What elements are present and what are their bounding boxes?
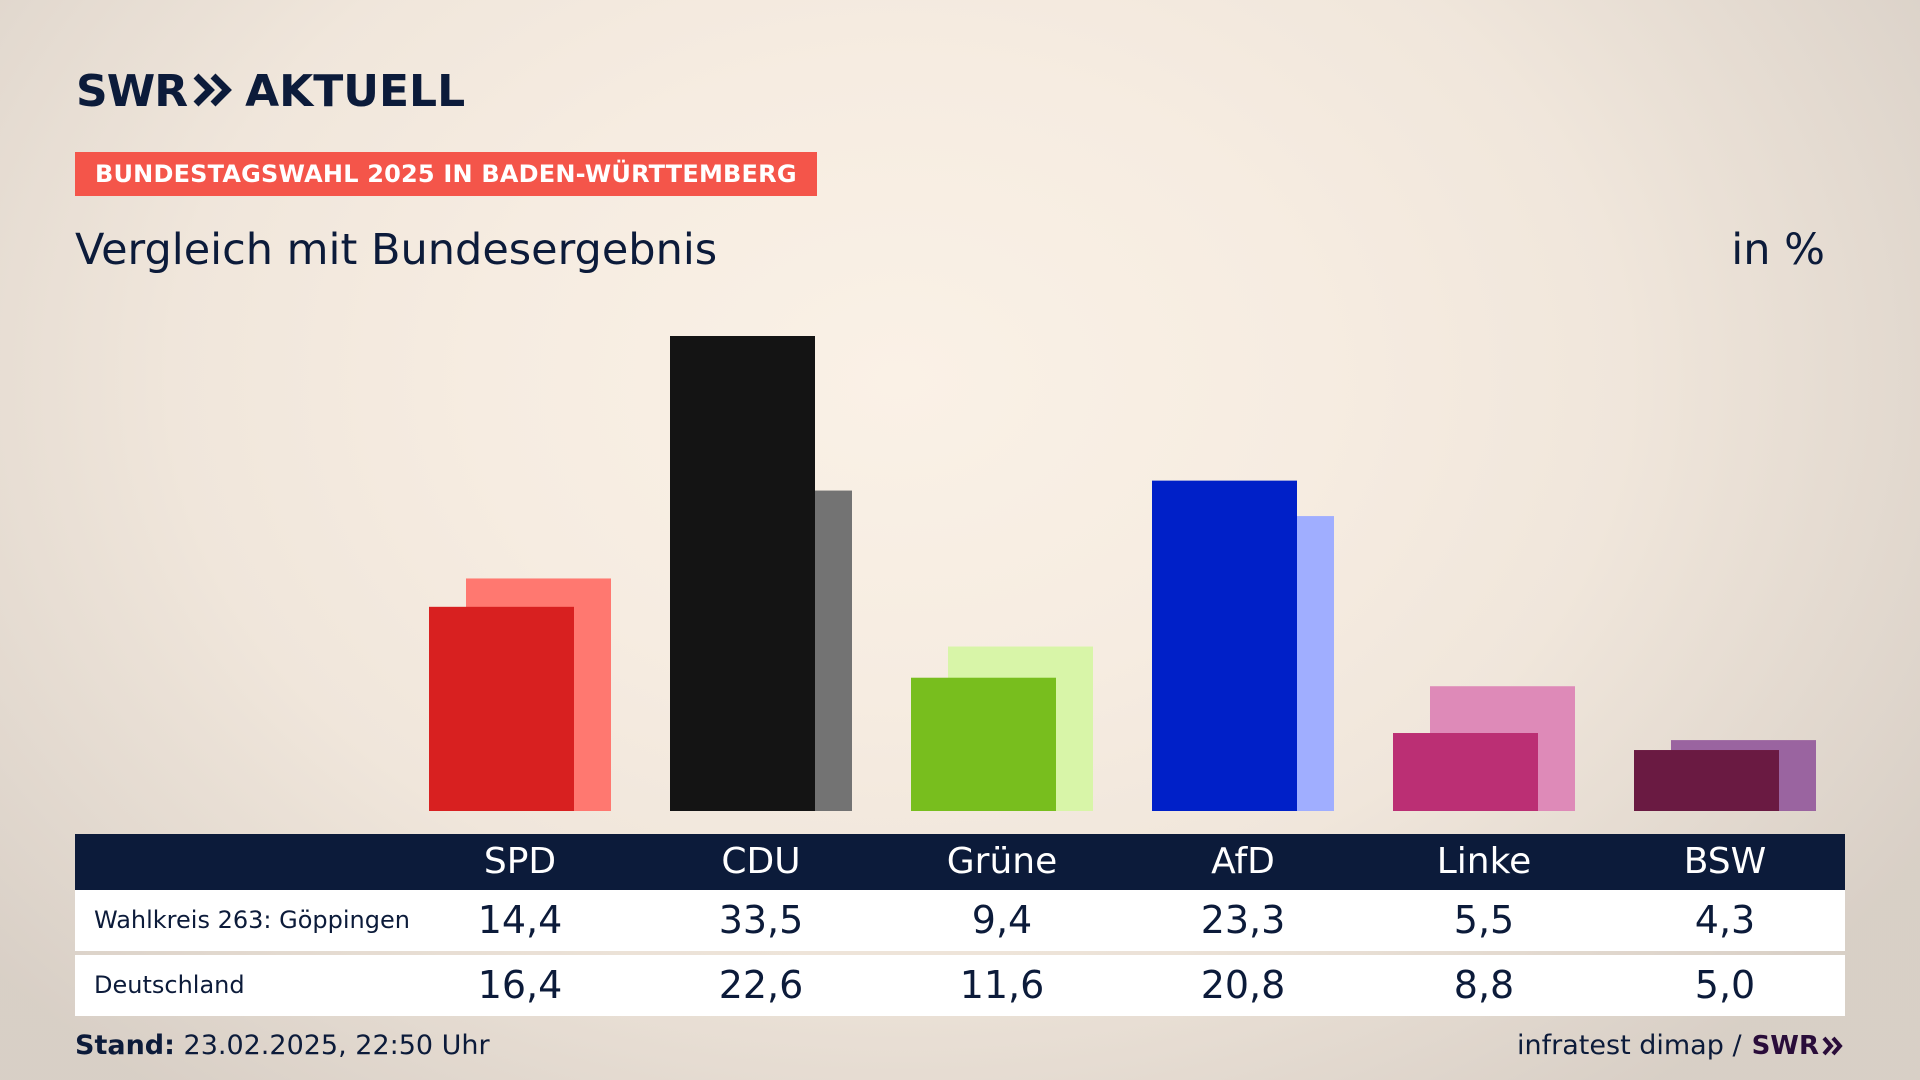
bar-wahlkreis-grüne [911, 677, 1056, 811]
column-header-afd: AfD [1211, 841, 1275, 882]
value-cell-cdu: 33,5 [718, 898, 804, 942]
column-header-cdu: CDU [721, 841, 801, 882]
row-label: Deutschland [94, 971, 245, 999]
value-cell-bsw: 5,0 [1694, 963, 1756, 1007]
value-cell-bsw: 4,3 [1694, 898, 1756, 942]
bar-deutschland-bsw [1671, 740, 1816, 811]
table-row: Deutschland 16,4 22,6 11,6 20,8 8,8 5,0 [75, 955, 1845, 1016]
row-label: Wahlkreis 263: Göppingen [94, 906, 410, 934]
bar-deutschland-linke [1430, 686, 1575, 811]
bar-deutschland-grüne [948, 646, 1093, 811]
column-header-grüne: Grüne [946, 841, 1058, 882]
bar-wahlkreis-spd [429, 606, 574, 811]
bar-wahlkreis-bsw [1634, 750, 1779, 811]
swr-small-logo: SWR [1752, 1028, 1844, 1064]
value-cell-grüne: 9,4 [971, 898, 1033, 942]
column-header-linke: Linke [1436, 841, 1532, 882]
value-cell-grüne: 11,6 [959, 963, 1045, 1007]
footer-source: infratest dimap / SWR [1517, 1028, 1844, 1064]
bar-deutschland-cdu [707, 490, 852, 811]
value-cell-afd: 23,3 [1200, 898, 1286, 942]
value-cell-spd: 14,4 [477, 898, 563, 942]
column-header-bsw: BSW [1683, 841, 1767, 882]
bar-deutschland-afd [1189, 516, 1334, 811]
unit-label: in % [1731, 225, 1825, 275]
stand-value: 23.02.2025, 22:50 Uhr [183, 1030, 490, 1061]
value-cell-cdu: 22,6 [718, 963, 804, 1007]
swr-aktuell-logo: SWR AKTUELL [76, 68, 465, 116]
election-badge: BUNDESTAGSWAHL 2025 IN BADEN-WÜRTTEMBERG [75, 152, 817, 196]
small-logo-text: SWR [1751, 1031, 1819, 1061]
source-text: infratest dimap / [1517, 1030, 1742, 1061]
double-chevron-right-icon [193, 67, 233, 118]
value-cell-linke: 8,8 [1453, 963, 1515, 1007]
value-cell-afd: 20,8 [1200, 963, 1286, 1007]
value-cell-linke: 5,5 [1453, 898, 1515, 942]
chart-subtitle: Vergleich mit Bundesergebnis [75, 225, 718, 275]
column-header-spd: SPD [483, 841, 557, 882]
bar-wahlkreis-cdu [670, 336, 815, 811]
double-chevron-right-icon [1822, 1036, 1844, 1056]
table-body: Wahlkreis 263: Göppingen 14,4 33,5 9,4 23,3 5… [75, 890, 1845, 1016]
bar-wahlkreis-linke [1393, 733, 1538, 811]
value-cell-spd: 16,4 [477, 963, 563, 1007]
logo-aktuell-text: AKTUELL [245, 66, 466, 117]
logo-swr-text: SWR [76, 66, 188, 117]
footer-timestamp: Stand: 23.02.2025, 22:50 Uhr [75, 1028, 490, 1064]
results-table: SPD CDU Grüne AfD Linke BSW Wahlkreis 263: Gö… [75, 834, 1845, 1016]
table-row: Wahlkreis 263: Göppingen 14,4 33,5 9,4 23,3 5… [75, 890, 1845, 951]
table-header: SPD CDU Grüne AfD Linke BSW [75, 834, 1845, 890]
bar-wahlkreis-afd [1152, 480, 1297, 811]
stand-label: Stand: [75, 1030, 175, 1061]
bar-deutschland-spd [466, 578, 611, 811]
